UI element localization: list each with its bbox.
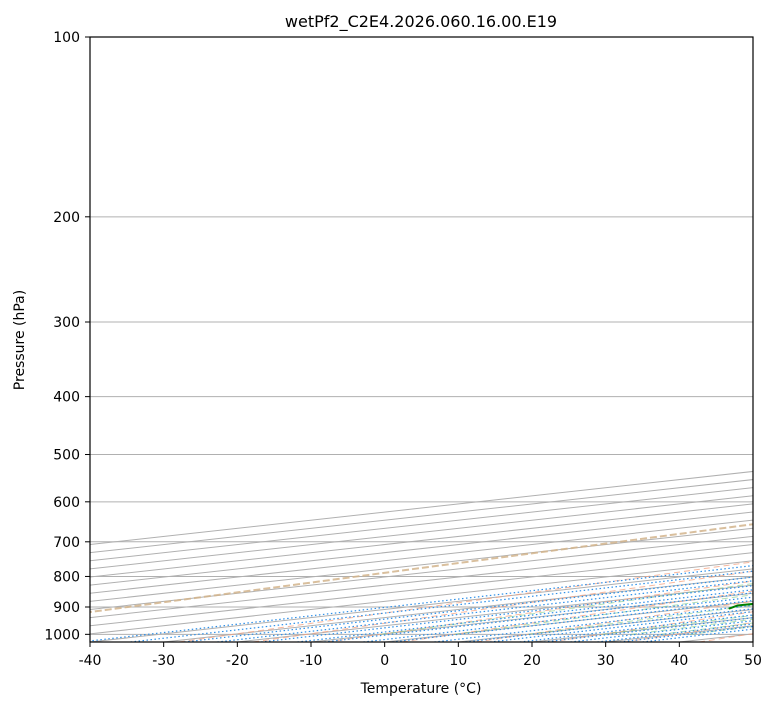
mixing-ratio-line bbox=[184, 576, 753, 642]
x-axis-label: Temperature (°C) bbox=[360, 681, 482, 697]
reference-adiabat-line bbox=[90, 523, 753, 614]
x-tick-label: -10 bbox=[300, 653, 323, 669]
sounding-series bbox=[728, 602, 753, 610]
isotherm-gridline bbox=[90, 479, 753, 554]
x-axis: -40 -30 -20 -10 0 10 20 30 40 50 bbox=[79, 642, 762, 669]
dry-adiabat-line bbox=[178, 561, 753, 642]
y-tick-label: 900 bbox=[53, 600, 80, 616]
y-tick-label: 200 bbox=[53, 210, 80, 226]
isotherm-gridline bbox=[90, 527, 753, 602]
x-tick-label: 30 bbox=[597, 653, 615, 669]
dewpoint-profile-line bbox=[728, 602, 753, 610]
isotherm-gridline bbox=[531, 617, 753, 642]
x-tick-label: 20 bbox=[523, 653, 541, 669]
mixing-ratio-line bbox=[597, 623, 753, 642]
isotherm-gridline bbox=[384, 600, 753, 642]
y-tick-label: 400 bbox=[53, 390, 80, 406]
isotherm-gridline bbox=[90, 511, 753, 586]
plot-frame bbox=[89, 36, 754, 643]
isotherm-gridline bbox=[90, 503, 753, 578]
moist-adiabat-line bbox=[380, 583, 753, 635]
isotherm-gridline bbox=[90, 519, 753, 594]
x-tick-label: -20 bbox=[226, 653, 249, 669]
x-tick-label: -30 bbox=[152, 653, 175, 669]
dry-adiabat-line bbox=[253, 570, 753, 642]
mixing-ratio-line bbox=[490, 610, 753, 642]
moist-adiabat-line bbox=[689, 626, 753, 635]
chart-title: wetPf2_C2E4.2026.060.16.00.E19 bbox=[285, 12, 557, 32]
moist-adiabat-line bbox=[527, 604, 753, 635]
dry-adiabat-line bbox=[550, 611, 753, 642]
isotherm-gridline bbox=[90, 544, 753, 619]
mixing-ratio-line bbox=[297, 589, 753, 642]
x-tick-label: -40 bbox=[79, 653, 102, 669]
mixing-ratio-line bbox=[261, 585, 753, 642]
y-axis: 100 200 300 400 500 600 700 800 900 1000 bbox=[44, 30, 90, 643]
mixing-ratio-line bbox=[642, 628, 753, 642]
y-tick-label: 600 bbox=[53, 495, 80, 511]
isotherm-gridline bbox=[90, 495, 753, 570]
mixing-ratio-line bbox=[217, 580, 753, 642]
y-tick-label: 800 bbox=[53, 569, 80, 585]
x-tick-label: 0 bbox=[380, 653, 389, 669]
isotherm-gridline bbox=[90, 470, 753, 546]
mixing-ratio-line bbox=[324, 592, 753, 642]
y-tick-label: 500 bbox=[53, 448, 80, 464]
y-tick-label: 700 bbox=[53, 535, 80, 551]
isotherm-gridline bbox=[90, 568, 753, 642]
isotherm-gridline bbox=[90, 535, 753, 611]
y-tick-label: 300 bbox=[53, 315, 80, 331]
moist-adiabat-line bbox=[454, 594, 753, 635]
dry-adiabat-line bbox=[401, 590, 753, 642]
x-tick-label: 40 bbox=[670, 653, 688, 669]
x-tick-label: 50 bbox=[744, 653, 762, 669]
y-tick-label: 100 bbox=[53, 30, 80, 46]
dry-adiabat-line bbox=[475, 600, 753, 642]
isotherm-gridline bbox=[90, 552, 753, 627]
isotherm-gridline bbox=[752, 641, 753, 642]
dry-adiabat-line bbox=[698, 633, 753, 642]
isotherm-gridline bbox=[90, 487, 753, 562]
y-axis-label: Pressure (hPa) bbox=[12, 290, 28, 390]
x-tick-label: 10 bbox=[449, 653, 467, 669]
background-lines bbox=[90, 37, 753, 642]
y-tick-label: 1000 bbox=[44, 627, 80, 643]
